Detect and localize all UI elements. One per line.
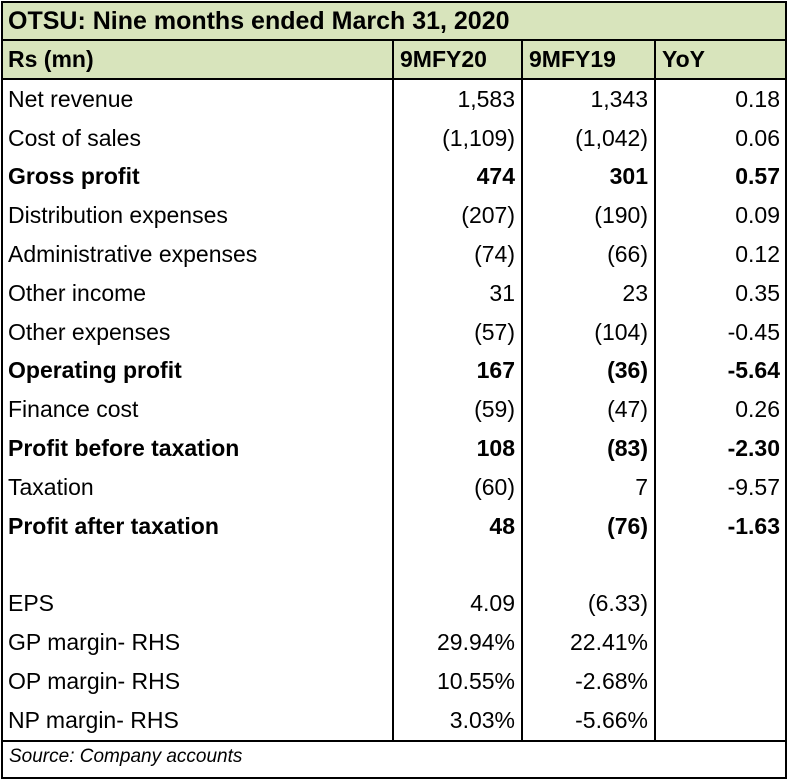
value-yoy: -1.63: [727, 512, 780, 539]
value-yoy: -5.64: [727, 357, 780, 384]
table-title: OTSU: Nine months ended March 31, 2020: [8, 6, 510, 35]
row-label: Finance cost: [3, 390, 394, 430]
table-row: Other expenses (57) (104) -0.45: [3, 312, 785, 352]
ratio-9mfy20: 4.09: [394, 584, 523, 624]
ratio-yoy: [656, 623, 785, 662]
spacer-row: [3, 545, 785, 585]
value-9mfy20: (57): [394, 312, 523, 352]
value-yoy: -9.57: [727, 473, 780, 500]
row-label: Profit after taxation: [3, 506, 394, 546]
value-9mfy19: (104): [523, 312, 656, 352]
value-yoy: -2.30: [727, 435, 780, 462]
ratio-9mfy20: 3.03%: [394, 700, 523, 740]
ratio-row: EPS 4.09 (6.33): [3, 584, 785, 624]
ratio-row: NP margin- RHS 3.03% -5.66%: [3, 700, 785, 740]
header-9mfy19: 9MFY19: [523, 41, 656, 78]
header-9mfy20: 9MFY20: [394, 41, 523, 78]
header-yoy: YoY: [662, 46, 706, 72]
table-row: Finance cost (59) (47) 0.26: [3, 390, 785, 430]
ratio-label: OP margin- RHS: [3, 661, 394, 701]
value-yoy: 0.26: [735, 396, 780, 423]
table-row: Cost of sales (1,109) (1,042) 0.06: [3, 118, 785, 158]
ratio-9mfy20: 10.55%: [394, 661, 523, 701]
table-body: Net revenue 1,583 1,343 0.18 Cost of sales (1…: [3, 80, 785, 740]
value-9mfy19: (47): [523, 390, 656, 430]
spacer-cell: [394, 545, 523, 585]
value-yoy: 0.06: [735, 124, 780, 151]
ratio-9mfy19: (6.33): [523, 584, 656, 624]
value-9mfy20: 31: [394, 273, 523, 313]
table-row: Administrative expenses (74) (66) 0.12: [3, 235, 785, 274]
row-label: Cost of sales: [3, 118, 394, 158]
ratio-row: GP margin- RHS 29.94% 22.41%: [3, 623, 785, 662]
row-label: Gross profit: [3, 157, 394, 197]
value-yoy: 0.09: [735, 202, 780, 229]
value-9mfy20: (59): [394, 390, 523, 430]
spacer-cell: [3, 545, 394, 585]
ratio-label: GP margin- RHS: [3, 623, 394, 662]
row-label: Other expenses: [3, 312, 394, 352]
row-label: Distribution expenses: [3, 196, 394, 236]
value-9mfy20: 474: [394, 157, 523, 197]
ratio-label: EPS: [3, 584, 394, 624]
value-9mfy20: (1,109): [394, 118, 523, 158]
value-yoy: 0.57: [735, 163, 780, 190]
value-9mfy20: 108: [394, 429, 523, 468]
ratio-row: OP margin- RHS 10.55% -2.68%: [3, 661, 785, 701]
value-9mfy19: (83): [523, 429, 656, 468]
source-note: Source: Company accounts: [3, 739, 785, 773]
value-9mfy19: (36): [523, 351, 656, 391]
value-9mfy20: 48: [394, 506, 523, 546]
ratio-9mfy19: -5.66%: [523, 700, 656, 740]
value-9mfy20: (207): [394, 196, 523, 236]
value-9mfy19: (1,042): [523, 118, 656, 158]
value-9mfy19: (190): [523, 196, 656, 236]
table-row: Operating profit 167 (36) -5.64: [3, 351, 785, 391]
value-yoy: 0.12: [735, 241, 780, 268]
value-9mfy19: 1,343: [523, 80, 656, 119]
ratio-9mfy20: 29.94%: [394, 623, 523, 662]
row-label: Profit before taxation: [3, 429, 394, 468]
table-row: Net revenue 1,583 1,343 0.18: [3, 80, 785, 119]
table-title-row: OTSU: Nine months ended March 31, 2020: [3, 3, 785, 41]
spacer-cell: [523, 545, 656, 585]
row-label: Administrative expenses: [3, 235, 394, 274]
ratio-label: NP margin- RHS: [3, 700, 394, 740]
table-row: Gross profit 474 301 0.57: [3, 157, 785, 197]
value-9mfy19: 7: [523, 467, 656, 507]
ratio-9mfy19: 22.41%: [523, 623, 656, 662]
row-label: Other income: [3, 273, 394, 313]
value-yoy: 0.35: [735, 279, 780, 306]
value-9mfy20: 1,583: [394, 80, 523, 119]
value-9mfy20: (60): [394, 467, 523, 507]
table-row: Other income 31 23 0.35: [3, 273, 785, 313]
ratio-yoy: [656, 662, 785, 701]
ratio-yoy: [656, 701, 785, 740]
ratio-9mfy19: -2.68%: [523, 661, 656, 701]
header-row: Rs (mn) 9MFY20 9MFY19 YoY: [3, 41, 785, 80]
value-yoy: 0.18: [735, 85, 780, 112]
value-9mfy19: 23: [523, 273, 656, 313]
header-label: Rs (mn): [3, 41, 394, 78]
row-label: Operating profit: [3, 351, 394, 391]
value-yoy: -0.45: [727, 318, 780, 345]
value-9mfy19: (76): [523, 506, 656, 546]
value-9mfy20: 167: [394, 351, 523, 391]
row-label: Taxation: [3, 467, 394, 507]
value-9mfy19: 301: [523, 157, 656, 197]
table-row: Taxation (60) 7 -9.57: [3, 467, 785, 507]
value-9mfy19: (66): [523, 235, 656, 274]
spacer-cell: [656, 546, 785, 585]
value-9mfy20: (74): [394, 235, 523, 274]
row-label: Net revenue: [3, 80, 394, 119]
table-row: Profit after taxation 48 (76) -1.63: [3, 506, 785, 546]
table-row: Distribution expenses (207) (190) 0.09: [3, 196, 785, 236]
ratio-yoy: [656, 584, 785, 623]
table-row: Profit before taxation 108 (83) -2.30: [3, 429, 785, 468]
